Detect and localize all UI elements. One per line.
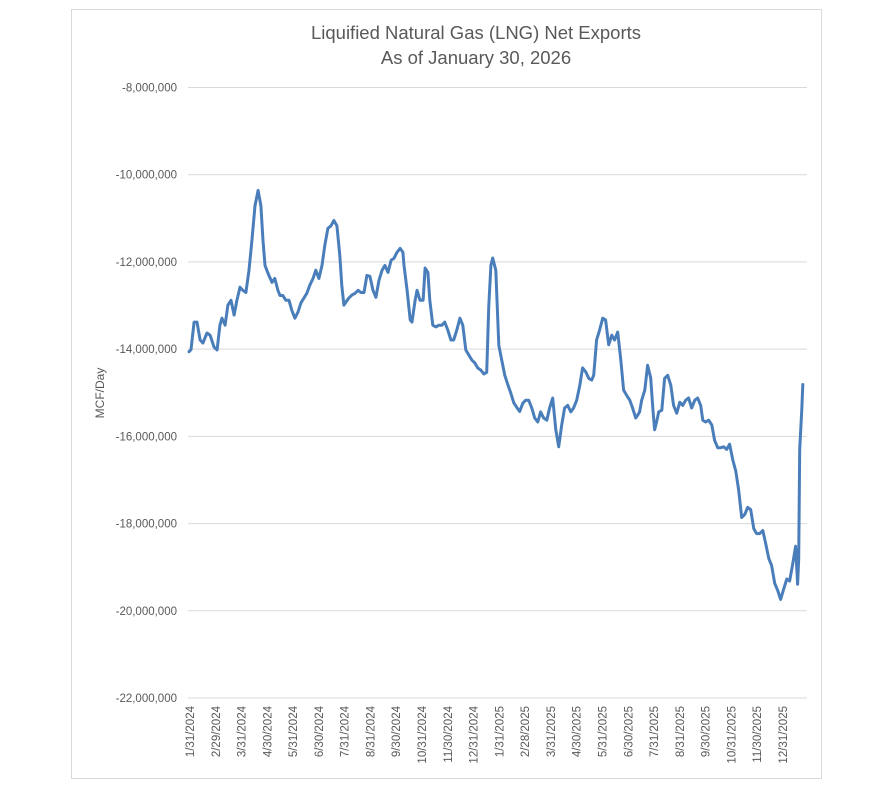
series-layer bbox=[187, 188, 805, 601]
x-tick-label: 8/31/2025 bbox=[675, 706, 687, 757]
chart-frame bbox=[71, 9, 822, 779]
x-tick-label: 9/30/2024 bbox=[391, 705, 403, 757]
x-tick-label: 11/30/2025 bbox=[752, 706, 764, 763]
x-tick-label: 11/30/2024 bbox=[443, 705, 455, 762]
x-tick-label: 12/31/2025 bbox=[778, 706, 790, 764]
x-tick-label: 3/31/2025 bbox=[546, 706, 558, 757]
y-tick-label: -20,000,000 bbox=[116, 606, 177, 618]
chart-title: Liquified Natural Gas (LNG) Net Exports bbox=[311, 22, 641, 43]
x-tick-label: 10/31/2025 bbox=[726, 706, 738, 764]
y-axis-label: MCF/Day bbox=[93, 368, 107, 419]
x-tick-label: 10/31/2024 bbox=[417, 705, 429, 763]
x-tick-label: 6/30/2025 bbox=[623, 706, 635, 757]
x-tick-label: 12/31/2024 bbox=[469, 705, 481, 763]
x-tick-label: 7/31/2024 bbox=[340, 705, 352, 757]
y-tick-label: -22,000,000 bbox=[116, 693, 177, 705]
x-tick-label: 2/28/2025 bbox=[520, 706, 532, 757]
x-tick-label: 4/30/2025 bbox=[572, 706, 584, 757]
y-tick-label: -16,000,000 bbox=[116, 431, 177, 443]
chart-subtitle: As of January 30, 2026 bbox=[381, 47, 571, 68]
gridlines bbox=[188, 87, 807, 699]
x-tick-label: 1/31/2024 bbox=[185, 705, 197, 757]
x-tick-label: 5/31/2024 bbox=[288, 705, 300, 757]
y-axis-tick-labels: -8,000,000 -10,000,000 -12,000,000 -14,000,… bbox=[116, 83, 177, 706]
y-tick-label: -14,000,000 bbox=[116, 344, 177, 356]
y-tick-label: -18,000,000 bbox=[116, 519, 177, 531]
series-line-lng-net-exports bbox=[187, 188, 805, 601]
x-tick-label: 6/30/2024 bbox=[314, 705, 326, 757]
y-tick-label: -12,000,000 bbox=[116, 257, 177, 269]
x-tick-label: 3/31/2024 bbox=[237, 705, 249, 757]
x-tick-label: 9/30/2025 bbox=[701, 706, 713, 757]
x-axis-tick-labels: 1/31/2024 2/29/2024 3/31/2024 4/30/2024 5/31… bbox=[185, 705, 790, 763]
x-tick-label: 5/31/2025 bbox=[597, 706, 609, 757]
x-tick-label: 7/31/2025 bbox=[649, 706, 661, 757]
x-tick-label: 2/29/2024 bbox=[211, 705, 223, 757]
y-tick-label: -10,000,000 bbox=[116, 170, 177, 182]
x-tick-label: 1/31/2025 bbox=[494, 706, 506, 757]
x-tick-label: 8/31/2024 bbox=[365, 705, 377, 757]
y-tick-label: -8,000,000 bbox=[122, 83, 177, 95]
x-tick-label: 4/30/2024 bbox=[262, 705, 274, 757]
